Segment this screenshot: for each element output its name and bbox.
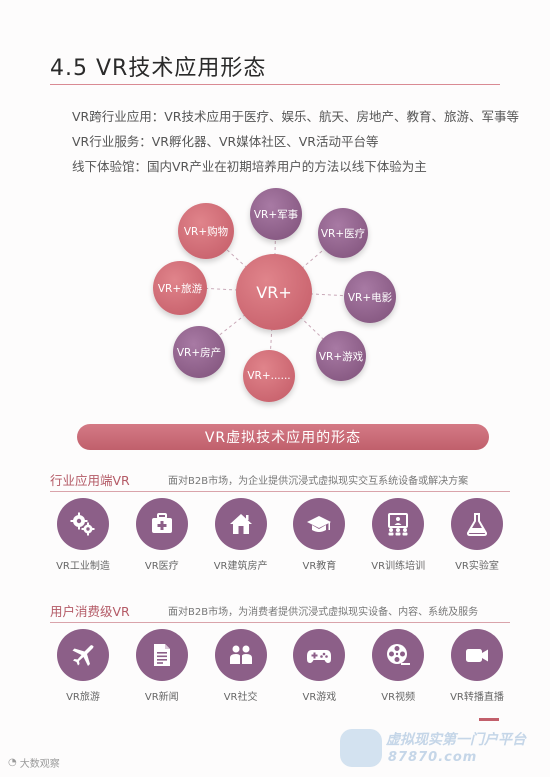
hub-node-movie: VR+电影 xyxy=(344,271,396,323)
industry-icon-row: VR工业制造 VR医疗 VR建筑房产 VR教育 VR训练培训 VR实验室 xyxy=(50,498,510,572)
people-icon xyxy=(214,629,267,681)
section-divider xyxy=(50,491,510,492)
page-corner-accent xyxy=(479,718,499,721)
industry-item: VR实验室 xyxy=(444,498,510,572)
industry-item: VR医疗 xyxy=(129,498,195,572)
industry-section-header: 行业应用端VR 面对B2B市场，为企业提供沉浸式虚拟现实交互系统设备或解决方案 xyxy=(50,470,510,492)
medical-kit-icon xyxy=(135,498,188,550)
industry-item-label: VR医疗 xyxy=(144,561,179,572)
weibo-icon: ◔ xyxy=(8,757,17,768)
section-divider xyxy=(50,622,510,623)
intro-text: VR跨行业应用：VR技术应用于医疗、娱乐、航天、房地产、教育、旅游、军事等 VR… xyxy=(72,104,519,179)
intro-line: VR跨行业应用：VR技术应用于医疗、娱乐、航天、房地产、教育、旅游、军事等 xyxy=(72,109,519,124)
airplane-icon xyxy=(57,629,109,681)
video-camera-icon xyxy=(450,629,503,681)
consumer-item: VR社交 xyxy=(208,629,274,703)
consumer-item-label: VR视频 xyxy=(381,692,416,703)
hub-node-more: VR+...... xyxy=(243,350,295,402)
industry-item: VR工业制造 xyxy=(50,498,116,572)
graduation-cap-icon xyxy=(293,498,346,550)
industry-item: VR训练培训 xyxy=(365,498,431,572)
consumer-item-label: VR社交 xyxy=(223,692,258,703)
watermark-left: ◔ 大数观察 xyxy=(8,755,60,770)
watermark-logo-icon xyxy=(340,729,382,767)
industry-item-label: VR教育 xyxy=(302,561,337,572)
hub-node-realestate: VR+房产 xyxy=(173,326,225,378)
page-title: 4.5 VR技术应用形态 xyxy=(50,56,267,81)
gamepad-icon xyxy=(293,629,346,681)
gears-icon xyxy=(57,498,109,550)
consumer-item-label: VR游戏 xyxy=(302,692,337,703)
hub-node-military: VR+军事 xyxy=(250,188,302,240)
flask-icon xyxy=(450,498,503,550)
consumer-section-header: 用户消费级VR 面对B2B市场，为消费者提供沉浸式虚拟现实设备、内容、系统及服务 xyxy=(50,601,510,623)
consumer-item-label: VR旅游 xyxy=(66,692,100,703)
watermark-slogan: 虚拟现实第一门户平台 xyxy=(386,732,526,748)
forms-banner: VR虚拟技术应用的形态 xyxy=(77,424,489,450)
consumer-item: VR新闻 xyxy=(129,629,195,703)
hub-center-node: VR+ xyxy=(236,254,312,330)
industry-item-label: VR实验室 xyxy=(455,561,499,572)
hub-node-game: VR+游戏 xyxy=(316,331,366,381)
industry-item: VR教育 xyxy=(286,498,352,572)
watermark-site: 87870.com xyxy=(388,750,478,765)
industry-item-label: VR工业制造 xyxy=(56,561,110,572)
hub-node-shopping: VR+购物 xyxy=(178,203,234,259)
consumer-item: VR旅游 xyxy=(50,629,116,703)
presentation-icon xyxy=(372,498,425,550)
consumer-item: VR转播直播 xyxy=(444,629,510,703)
house-icon xyxy=(214,498,267,550)
consumer-section-title: 用户消费级VR xyxy=(50,604,130,619)
industry-item: VR建筑房产 xyxy=(208,498,274,572)
industry-item-label: VR训练培训 xyxy=(371,561,426,572)
consumer-item: VR游戏 xyxy=(286,629,352,703)
hub-node-travel: VR+旅游 xyxy=(153,261,207,315)
film-reel-icon xyxy=(372,629,425,681)
title-divider xyxy=(50,84,500,85)
industry-item-label: VR建筑房产 xyxy=(213,561,268,572)
intro-line: VR行业服务：VR孵化器、VR媒体社区、VR活动平台等 xyxy=(72,134,379,149)
industry-section-desc: 面对B2B市场，为企业提供沉浸式虚拟现实交互系统设备或解决方案 xyxy=(168,476,469,487)
intro-line: 线下体验馆：国内VR产业在初期培养用户的方法以线下体验为主 xyxy=(72,159,427,174)
consumer-icon-row: VR旅游 VR新闻 VR社交 VR游戏 VR视频 VR转播直播 xyxy=(50,629,510,703)
document-icon xyxy=(135,629,188,681)
hub-node-medical: VR+医疗 xyxy=(318,208,368,258)
watermark-left-text: 大数观察 xyxy=(19,759,60,770)
consumer-item-label: VR转播直播 xyxy=(450,692,504,703)
watermark-right: 虚拟现实第一门户平台 87870.com xyxy=(340,727,540,772)
consumer-item: VR视频 xyxy=(365,629,431,703)
consumer-item-label: VR新闻 xyxy=(144,692,179,703)
industry-section-title: 行业应用端VR xyxy=(50,473,130,488)
consumer-section-desc: 面对B2B市场，为消费者提供沉浸式虚拟现实设备、内容、系统及服务 xyxy=(168,607,479,618)
